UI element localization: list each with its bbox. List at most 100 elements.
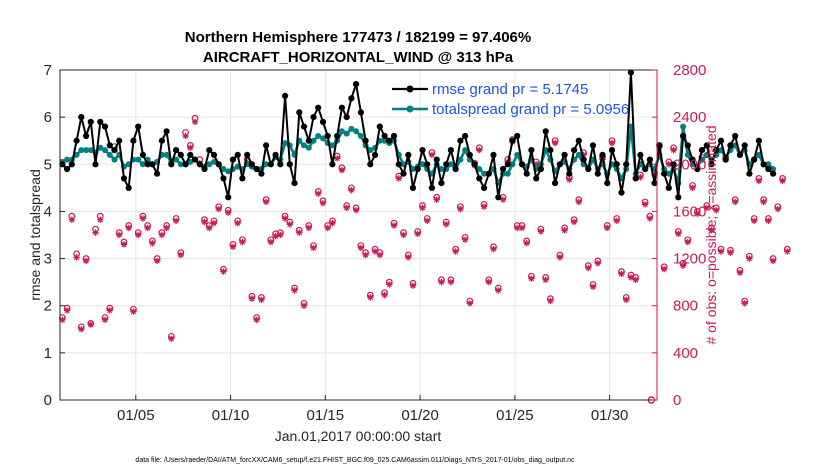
rmse-point <box>163 128 170 135</box>
obs-assimilated-marker <box>262 198 270 206</box>
y-tick-label-left: 1 <box>44 345 52 362</box>
obs-assimilated-marker <box>191 118 199 126</box>
obs-assimilated-marker <box>632 276 639 283</box>
obs-assimilated-marker <box>765 217 772 225</box>
obs-assimilated-marker <box>338 166 346 174</box>
rmse-point <box>751 156 758 163</box>
obs-assimilated-marker <box>433 196 440 203</box>
rmse-point <box>694 165 701 173</box>
obs-assimilated-stroke <box>296 229 302 236</box>
rmse-point <box>135 123 142 130</box>
obs-assimilated-marker <box>457 205 464 213</box>
obs-assimilated-stroke <box>253 317 260 323</box>
rmse-point <box>713 147 720 154</box>
obs-assimilated-marker <box>575 198 583 206</box>
rmse-point <box>684 142 691 149</box>
totalspread-point <box>163 151 170 158</box>
rmse-point <box>675 194 682 201</box>
obs-assimilated-stroke <box>230 244 236 250</box>
obs-assimilated-marker <box>703 204 710 212</box>
x-tick-label: 01/10 <box>212 407 250 424</box>
totalspread-point <box>301 142 307 149</box>
obs-assimilated-stroke <box>760 199 767 205</box>
rmse-point <box>523 170 530 177</box>
obs-assimilated-marker <box>348 187 355 194</box>
x-tick-label: 01/15 <box>307 407 345 424</box>
obs-assimilated-stroke <box>334 155 340 162</box>
rmse-point <box>618 189 625 196</box>
obs-assimilated-marker <box>746 255 753 262</box>
obs-assimilated-stroke <box>713 207 719 213</box>
rmse-point <box>741 142 748 149</box>
data-file-footnote: data file: /Users/raeder/DAI/ATM_forcXX/… <box>135 457 575 464</box>
totalspread-point <box>64 156 71 163</box>
obs-assimilated-marker <box>116 231 123 239</box>
obs-assimilated-marker <box>315 190 322 197</box>
totalspread-point <box>575 151 582 158</box>
obs-assimilated-marker <box>343 204 350 212</box>
rmse-point <box>120 175 128 182</box>
obs-assimilated-stroke <box>182 133 189 139</box>
rmse-point <box>244 151 251 158</box>
obs-assimilated-stroke <box>107 307 113 314</box>
obs-assimilated-stroke <box>500 196 506 203</box>
rmse-point <box>201 165 208 173</box>
obs-assimilated-stroke <box>732 199 738 205</box>
obs-assimilated-marker <box>727 249 734 256</box>
obs-assimilated-stroke <box>784 248 790 255</box>
totalspread-point <box>481 170 488 177</box>
obs-assimilated-stroke <box>400 232 407 238</box>
rmse-point <box>736 151 744 158</box>
obs-assimilated-stroke <box>391 222 397 229</box>
rmse-point <box>83 132 90 140</box>
obs-assimilated-marker <box>277 231 284 239</box>
rmse-point <box>64 165 71 173</box>
obs-assimilated-marker <box>296 229 303 236</box>
totalspread-point <box>211 158 217 165</box>
obs-assimilated-stroke <box>130 308 137 315</box>
obs-assimilated-stroke <box>481 204 487 210</box>
rmse-point <box>604 180 611 187</box>
totalspread-point <box>263 161 270 168</box>
y-tick-label-right: 2400 <box>673 109 706 126</box>
rmse-point <box>646 156 654 163</box>
obs-assimilated-marker <box>182 132 189 140</box>
obs-assimilated-stroke <box>353 207 359 213</box>
obs-assimilated-stroke <box>547 298 554 304</box>
obs-assimilated-stroke <box>524 240 530 246</box>
totalspread-point <box>457 156 464 163</box>
rmse-point <box>324 132 331 140</box>
obs-assimilated-stroke <box>263 199 269 205</box>
rmse-point <box>310 114 317 121</box>
obs-assimilated-stroke <box>415 231 421 237</box>
x-axis: 01/05 01/10 01/15 01/20 01/25 01/30 <box>117 395 628 424</box>
obs-assimilated-stroke <box>538 228 544 235</box>
obs-assimilated-marker <box>566 176 573 183</box>
rmse-point <box>547 147 554 154</box>
obs-assimilated-marker <box>362 251 369 259</box>
obs-assimilated-marker <box>774 205 782 213</box>
obs-assimilated-marker <box>210 220 218 227</box>
rmse-point <box>566 170 573 177</box>
totalspread-point <box>367 147 374 154</box>
obs-assimilated-stroke <box>92 229 99 236</box>
rmse-point <box>424 161 431 168</box>
obs-assimilated-stroke <box>419 205 426 211</box>
rmse-point <box>627 69 635 76</box>
obs-assimilated-marker <box>319 199 327 207</box>
totalspread-point <box>78 147 85 154</box>
obs-assimilated-stroke <box>173 218 179 224</box>
chart-title-line2: AIRCRAFT_HORIZONTAL_WIND @ 313 hPa <box>203 49 514 66</box>
obs-assimilated-marker <box>144 224 151 232</box>
rmse-point <box>395 161 402 168</box>
y-tick-label-left: 3 <box>44 251 52 268</box>
obs-assimilated-marker <box>499 196 507 203</box>
obs-assimilated-stroke <box>372 248 378 255</box>
rmse-point <box>717 137 725 144</box>
obs-assimilated-stroke <box>552 140 558 146</box>
obs-assimilated-stroke <box>467 300 473 307</box>
rmse-point <box>225 194 232 201</box>
obs-assimilated-stroke <box>249 295 255 302</box>
rmse-point <box>485 170 492 177</box>
rmse-point <box>428 184 435 191</box>
